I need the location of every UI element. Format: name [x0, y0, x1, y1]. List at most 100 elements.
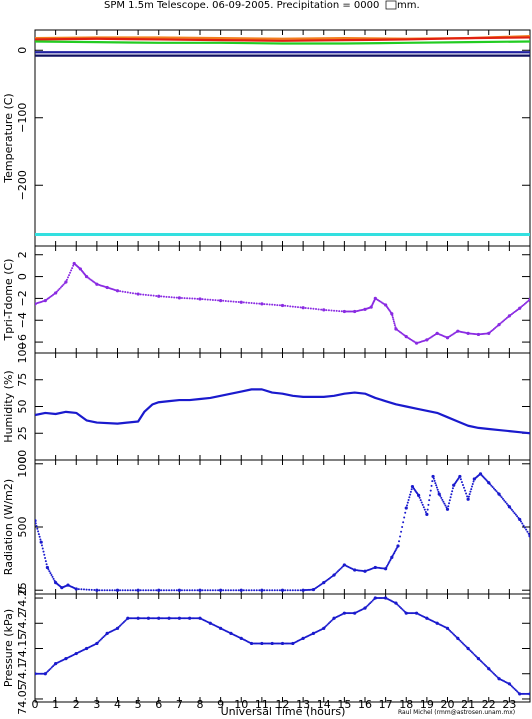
trace-dot [406, 504, 409, 507]
data-point [177, 296, 181, 300]
trace-dot [58, 287, 61, 290]
trace-dot [247, 589, 250, 592]
trace-dot [250, 302, 253, 305]
trace-dot [193, 589, 196, 592]
trace-dot [170, 589, 173, 592]
trace-dot [165, 295, 168, 298]
trace-dot [155, 589, 158, 592]
trace-dot [237, 301, 240, 304]
trace-dot [427, 503, 430, 506]
trace-dot [214, 299, 217, 302]
trace-dot [237, 589, 240, 592]
trace-dot [437, 490, 440, 493]
trace-dot [121, 290, 124, 293]
x-tick-label: 12 [276, 698, 290, 711]
trace-dot [367, 603, 370, 606]
data-point [396, 544, 400, 548]
data-point [466, 497, 470, 501]
trace-dot [408, 496, 411, 499]
panel-frame [34, 245, 531, 354]
trace-dot [271, 589, 274, 592]
trace-dot [435, 486, 438, 489]
trace-dot [473, 653, 476, 656]
trace-dot [204, 298, 207, 301]
data-point [518, 517, 522, 522]
trace-dot [325, 309, 328, 312]
data-point [458, 474, 462, 479]
trace-dot [142, 293, 145, 296]
series-line [35, 388, 530, 435]
trace-dot [315, 308, 318, 311]
trace-dot [77, 588, 80, 591]
trace-dot [180, 589, 183, 592]
trace-dot [296, 306, 299, 309]
trace-dot [224, 300, 227, 303]
trace-dot [335, 309, 338, 312]
trace-dot [489, 483, 492, 486]
data-point [425, 512, 429, 516]
trace-dot [340, 310, 343, 313]
trace-dot [45, 671, 48, 674]
x-tick-label: 9 [217, 698, 224, 711]
trace-dot [255, 302, 258, 305]
trace-dot [206, 298, 209, 301]
trace-dot [464, 489, 467, 492]
trace-dot [268, 303, 271, 306]
trace-dot [304, 306, 307, 309]
trace-dot [495, 490, 498, 493]
trace-dot [173, 589, 176, 592]
trace-dot [492, 487, 495, 490]
x-axis-label: Universal Time (hours) [221, 705, 346, 718]
trace-dot [449, 496, 452, 499]
trace-dot [52, 577, 55, 580]
x-tick-label: 17 [379, 698, 393, 711]
trace-dot [402, 609, 405, 612]
trace-dot [224, 589, 227, 592]
trace-dot [514, 513, 517, 516]
trace-dot [448, 502, 451, 505]
trace-dot [401, 526, 404, 528]
trace-dot [489, 668, 492, 671]
trace-dot [410, 488, 413, 491]
trace-dot [447, 628, 450, 631]
trace-dot [464, 644, 467, 647]
trace-dot [458, 638, 461, 641]
trace-dot [366, 604, 369, 607]
trace-dot [439, 495, 442, 498]
trace-dot [523, 526, 526, 529]
trace-dot [211, 589, 214, 592]
trace-dot [119, 290, 122, 293]
trace-dot [327, 622, 330, 625]
trace-dot [422, 506, 425, 509]
y-axis-label: Pressure (kPa) [2, 609, 15, 687]
trace-dot [209, 589, 212, 592]
trace-dot [495, 675, 498, 678]
y-tick-label: 74.1 [16, 661, 29, 686]
trace-dot [266, 303, 269, 306]
panel-frame [34, 29, 531, 247]
trace-dot [369, 602, 372, 605]
trace-dot [209, 298, 212, 301]
trace-dot [436, 488, 439, 491]
trace-dot [286, 305, 289, 308]
trace-dot [124, 619, 127, 622]
trace-dot [88, 588, 91, 591]
trace-dot [307, 307, 310, 310]
trace-dot [449, 629, 452, 632]
data-point [198, 588, 202, 592]
x-tick-label: 1 [52, 698, 59, 711]
trace-dot [255, 589, 258, 592]
trace-dot [494, 674, 497, 676]
data-point [74, 587, 78, 591]
trace-dot [90, 588, 93, 591]
trace-dot [399, 535, 402, 538]
trace-dot [402, 521, 405, 524]
trace-dot [126, 589, 129, 592]
data-point [157, 588, 161, 592]
trace-dot [421, 503, 424, 506]
trace-dot [490, 670, 493, 673]
trace-dot [155, 294, 158, 297]
trace-dot [451, 632, 454, 635]
